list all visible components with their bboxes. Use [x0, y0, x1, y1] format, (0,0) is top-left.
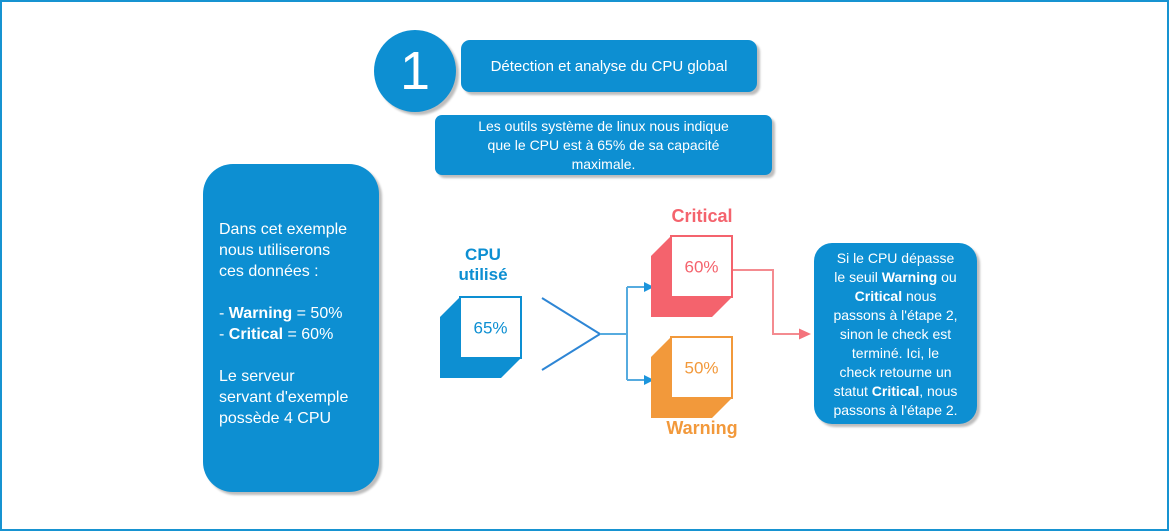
- warning-node-face: [670, 336, 733, 399]
- intro-note-box: Les outils système de linux nous indique…: [435, 115, 772, 175]
- split-chevron: [541, 297, 602, 371]
- example-note-text: Dans cet exemple nous utiliserons ces donn…: [219, 221, 349, 427]
- critical-to-outcome-head-icon: [799, 328, 811, 340]
- step-number-badge: 1: [374, 30, 456, 112]
- critical-to-outcome-line: [733, 269, 799, 335]
- critical-value: 60%: [684, 258, 718, 277]
- step-number: 1: [399, 41, 431, 101]
- example-note-box: Dans cet exemple nous utiliserons ces donn…: [203, 164, 379, 492]
- warning-value: 50%: [684, 359, 718, 378]
- step-title-box: Détection et analyse du CPU global: [461, 40, 757, 92]
- cpu-used-label: CPU utilisé: [458, 245, 508, 284]
- cpu-node-face: [459, 296, 522, 359]
- critical-label: Critical: [671, 206, 733, 226]
- step-title: Détection et analyse du CPU global: [490, 57, 728, 75]
- cpu-value-node: 65%: [440, 296, 522, 378]
- critical-value-node: 60%: [651, 235, 733, 317]
- outcome-note-text: Si le CPU dépasse le seuil Warning ou Crit…: [833, 250, 958, 418]
- cpu-value: 65%: [473, 319, 507, 338]
- warning-label: Warning: [666, 418, 738, 438]
- critical-node-face: [670, 235, 733, 298]
- outcome-note-box: Si le CPU dépasse le seuil Warning ou Crit…: [814, 243, 977, 424]
- intro-note-text: Les outils système de linux nous indique…: [478, 117, 729, 172]
- warning-value-node: 50%: [651, 336, 733, 418]
